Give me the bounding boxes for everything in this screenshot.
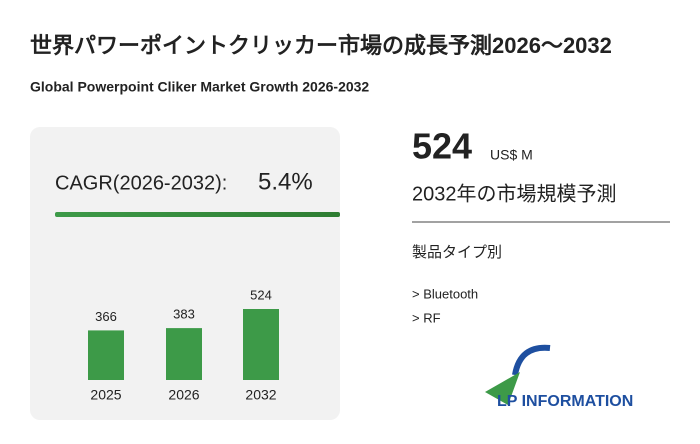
cagr-value: 5.4% xyxy=(258,168,313,195)
highlight-unit: US$ M xyxy=(490,147,533,163)
page-subtitle: Global Powerpoint Cliker Market Growth 2… xyxy=(30,79,369,95)
logo-text: LP INFORMATION xyxy=(497,393,633,410)
bar-chart: 2025 366 2026 383 2032 524 xyxy=(88,287,279,403)
value-label: 524 xyxy=(250,287,272,302)
bar xyxy=(243,309,279,380)
bar xyxy=(88,330,124,380)
x-tick-label: 2026 xyxy=(168,387,199,403)
value-label: 366 xyxy=(95,309,117,324)
segment-item: > RF xyxy=(412,310,441,325)
logo-mark xyxy=(485,372,520,405)
page-title: 世界パワーポイントクリッカー市場の成長予測2026～2032 xyxy=(30,33,612,58)
x-tick-label: 2032 xyxy=(245,387,276,403)
value-label: 383 xyxy=(173,307,195,322)
logo: LP INFORMATION xyxy=(485,344,633,410)
segment-item: > Bluetooth xyxy=(412,286,478,301)
highlight-value: 524 xyxy=(412,126,472,167)
segment-title: 製品タイプ別 xyxy=(412,244,502,261)
x-tick-label: 2025 xyxy=(90,387,121,403)
cagr-label: CAGR(2026-2032): xyxy=(55,172,227,194)
logo-arc xyxy=(512,344,551,376)
highlight-caption: 2032年の市場規模予測 xyxy=(412,182,617,205)
divider xyxy=(55,212,340,217)
bar xyxy=(166,328,202,380)
